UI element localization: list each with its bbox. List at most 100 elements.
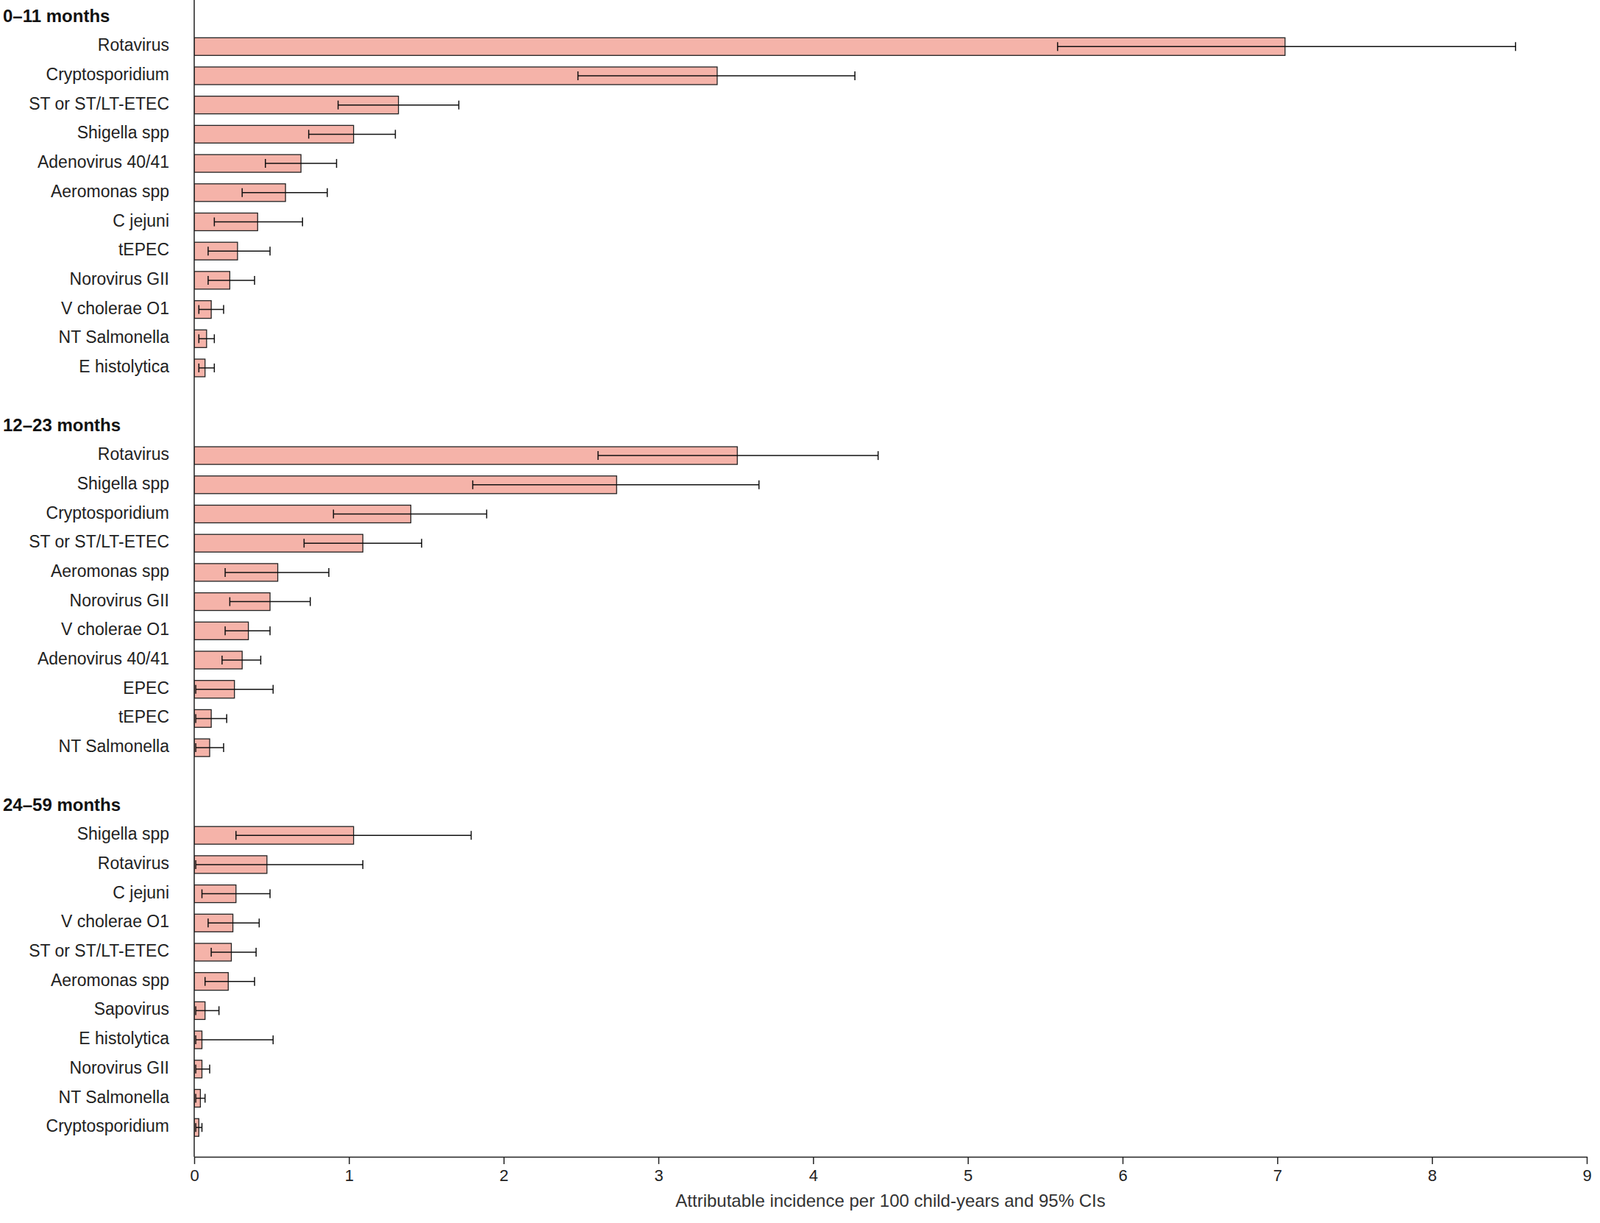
x-tick-mark bbox=[812, 1156, 815, 1164]
error-cap-high bbox=[301, 217, 304, 227]
error-bar bbox=[208, 279, 255, 282]
error-bar bbox=[578, 75, 855, 77]
x-tick-label: 0 bbox=[189, 1165, 199, 1185]
category-label: E histolytica bbox=[78, 356, 170, 376]
x-tick: 3 bbox=[653, 1156, 663, 1185]
chart: 0–11 months Rotavirus Cryptosporidium ST or… bbox=[0, 0, 1600, 1223]
category-label: NT Salmonella bbox=[58, 1087, 170, 1107]
category-label: ST or ST/LT-ETEC bbox=[28, 94, 170, 114]
error-cap-high bbox=[269, 626, 271, 635]
error-cap-low bbox=[308, 129, 310, 139]
error-cap-low bbox=[194, 1035, 197, 1044]
error-bar bbox=[225, 571, 329, 574]
error-cap-high bbox=[420, 538, 423, 548]
group-title: 12–23 months bbox=[2, 414, 121, 435]
error-cap-high bbox=[225, 713, 228, 723]
category-label: Norovirus GII bbox=[69, 1057, 170, 1077]
error-cap-high bbox=[362, 859, 365, 869]
error-bar bbox=[208, 922, 259, 924]
category-label: Cryptosporidium bbox=[46, 1115, 170, 1136]
category-label: tEPEC bbox=[118, 239, 170, 259]
category-label: Norovirus GII bbox=[69, 590, 170, 610]
error-cap-high bbox=[1514, 41, 1517, 51]
group-title: 24–59 months bbox=[2, 794, 121, 815]
error-bar bbox=[195, 1038, 273, 1041]
error-cap-low bbox=[201, 889, 204, 899]
error-cap-low bbox=[597, 450, 599, 460]
error-cap-low bbox=[198, 305, 201, 315]
error-cap-high bbox=[326, 188, 329, 198]
error-bar bbox=[195, 1126, 202, 1128]
x-tick-mark bbox=[503, 1156, 505, 1164]
error-bar bbox=[1057, 46, 1517, 48]
error-bar bbox=[195, 1097, 206, 1100]
error-bar bbox=[211, 951, 256, 953]
category-label: C jejuni bbox=[112, 882, 170, 902]
error-cap-high bbox=[218, 1005, 220, 1015]
category-label: V cholerae O1 bbox=[61, 911, 170, 931]
x-axis: 0123456789 bbox=[189, 1156, 1592, 1185]
error-cap-low bbox=[229, 597, 231, 607]
error-bar bbox=[205, 980, 255, 983]
error-cap-high bbox=[214, 333, 216, 343]
category-label: Shigella spp bbox=[77, 473, 170, 493]
category-label: ST or ST/LT-ETEC bbox=[28, 940, 170, 960]
error-cap-high bbox=[877, 450, 880, 460]
error-cap-high bbox=[272, 1035, 275, 1044]
x-tick: 8 bbox=[1427, 1156, 1437, 1185]
error-cap-low bbox=[303, 538, 306, 548]
error-cap-low bbox=[472, 480, 474, 490]
category-label: Shigella spp bbox=[77, 823, 170, 844]
category-label: C jejuni bbox=[112, 211, 170, 231]
x-tick-label: 5 bbox=[963, 1165, 973, 1185]
error-bar bbox=[195, 1010, 220, 1012]
error-cap-high bbox=[253, 275, 256, 285]
x-tick: 7 bbox=[1273, 1156, 1283, 1185]
category-label: Cryptosporidium bbox=[46, 64, 170, 84]
error-bar bbox=[222, 659, 262, 661]
error-bar bbox=[303, 542, 422, 544]
error-bar bbox=[598, 454, 879, 457]
category-label: Adenovirus 40/41 bbox=[37, 648, 170, 668]
error-bar bbox=[195, 688, 273, 691]
category-label: Aeromonas spp bbox=[50, 561, 170, 581]
category-label: ST or ST/LT-ETEC bbox=[28, 531, 170, 551]
error-cap-high bbox=[269, 246, 271, 256]
error-cap-low bbox=[210, 947, 212, 957]
error-cap-high bbox=[255, 947, 257, 957]
error-bar bbox=[236, 834, 472, 836]
error-cap-low bbox=[198, 333, 201, 343]
x-tick-mark bbox=[1431, 1156, 1434, 1164]
error-bar bbox=[195, 863, 363, 866]
category-label: Rotavirus bbox=[97, 853, 170, 873]
x-tick: 9 bbox=[1582, 1156, 1592, 1185]
x-axis-title: Attributable incidence per 100 child-yea… bbox=[675, 1190, 1105, 1211]
x-tick: 5 bbox=[963, 1156, 973, 1185]
error-cap-high bbox=[260, 655, 262, 665]
error-cap-low bbox=[214, 217, 216, 227]
category-label: Aeromonas spp bbox=[50, 181, 170, 201]
category-label: Aeromonas spp bbox=[50, 970, 170, 990]
labels: 0–11 months Rotavirus Cryptosporidium ST or… bbox=[2, 5, 170, 1136]
error-bar bbox=[338, 104, 460, 106]
category-label: EPEC bbox=[122, 678, 170, 698]
error-bar bbox=[195, 746, 224, 749]
error-cap-low bbox=[264, 158, 267, 168]
error-cap-high bbox=[258, 918, 261, 927]
category-label: Sapovirus bbox=[94, 998, 170, 1019]
error-cap-high bbox=[272, 684, 275, 694]
error-bar bbox=[198, 338, 215, 340]
error-bar bbox=[333, 513, 487, 515]
error-cap-low bbox=[337, 100, 340, 110]
category-label: Norovirus GII bbox=[69, 269, 170, 289]
group-title: 0–11 months bbox=[2, 5, 110, 26]
x-tick-label: 9 bbox=[1582, 1165, 1592, 1185]
error-bar bbox=[214, 221, 303, 223]
error-cap-high bbox=[204, 1093, 206, 1103]
category-label: V cholerae O1 bbox=[61, 298, 170, 318]
error-cap-low bbox=[207, 246, 209, 256]
error-cap-high bbox=[208, 1064, 211, 1074]
error-cap-low bbox=[221, 655, 223, 665]
error-cap-high bbox=[214, 363, 216, 373]
error-bar bbox=[195, 1068, 210, 1070]
